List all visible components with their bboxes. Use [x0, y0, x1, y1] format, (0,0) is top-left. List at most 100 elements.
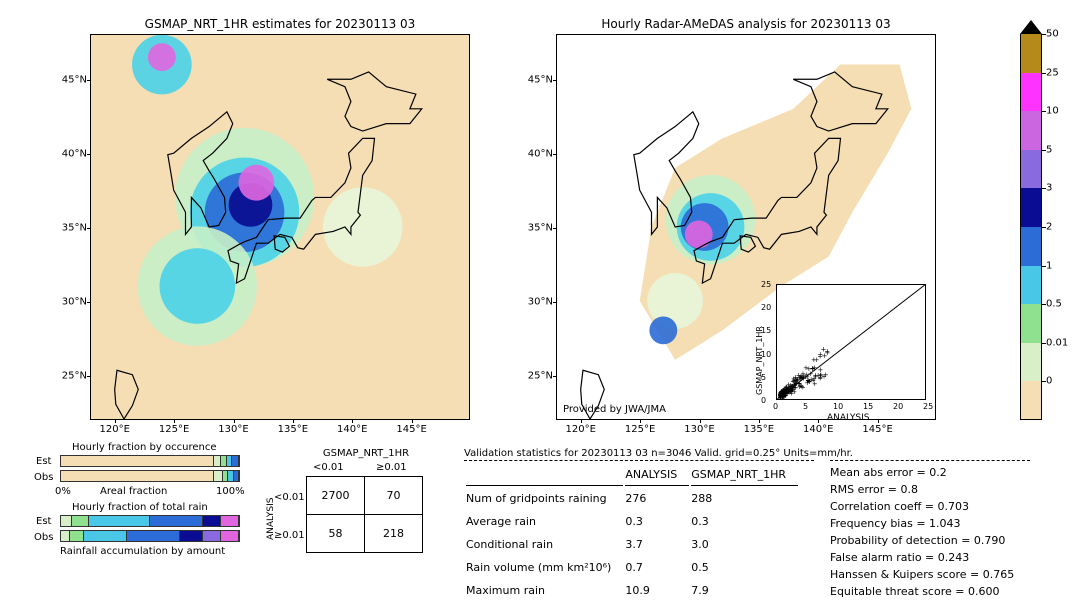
cont-col-header: GSMAP_NRT_1HR — [306, 448, 426, 459]
inset-scatter-panel: ++++++++++++++++++++++++++++++++++++++++… — [776, 284, 926, 400]
val-row-b: 0.5 — [691, 557, 798, 578]
metrics-rule — [830, 460, 1030, 461]
val-row-label: Maximum rain — [466, 580, 623, 601]
cont-cell-01: 70 — [365, 477, 423, 515]
ytick-label: 25°N — [55, 371, 87, 382]
colorbar-tick: 0.01 — [1046, 337, 1068, 348]
left-map-title: GSMAP_NRT_1HR estimates for 20230113 03 — [91, 17, 469, 31]
tr-row-obs: Obs — [34, 532, 53, 543]
occurrence-title: Hourly fraction by occurence — [72, 442, 216, 453]
xtick-label: 140°E — [337, 424, 367, 435]
val-hdr-a: ANALYSIS — [625, 464, 689, 486]
colorbar-tick: 3 — [1046, 183, 1052, 194]
xtick-label: 145°E — [862, 424, 892, 435]
ytick-label: 35°N — [55, 223, 87, 234]
svg-text:+: + — [817, 375, 823, 383]
cont-cell-10: 58 — [307, 515, 365, 553]
ytick-label: 30°N — [521, 297, 553, 308]
svg-text:+: + — [824, 349, 830, 357]
svg-text:+: + — [809, 365, 815, 373]
totalrain-title: Hourly fraction of total rain — [72, 502, 208, 513]
metric-row: RMS error = 0.8 — [830, 481, 1014, 498]
svg-text:+: + — [784, 390, 790, 398]
colorbar-tick: 0.5 — [1046, 299, 1062, 310]
xtick-label: 120°E — [100, 424, 130, 435]
inset-scatter-svg: ++++++++++++++++++++++++++++++++++++++++… — [777, 285, 925, 399]
val-row-a: 0.3 — [625, 511, 689, 532]
xtick-label: 130°E — [684, 424, 714, 435]
validation-table: ANALYSIS GSMAP_NRT_1HR Num of gridpoints… — [464, 462, 800, 603]
ytick-label: 45°N — [55, 74, 87, 85]
colorbar-tick: 0 — [1046, 376, 1052, 387]
svg-text:+: + — [810, 377, 816, 385]
occ-axis-label: Areal fraction — [100, 486, 167, 497]
totalrain-bar-est — [60, 515, 240, 527]
left-map-panel: GSMAP_NRT_1HR estimates for 20230113 03 … — [90, 34, 470, 420]
right-map-title: Hourly Radar-AMeDAS analysis for 2023011… — [557, 17, 935, 31]
validation-title: Validation statistics for 20230113 03 n=… — [464, 448, 853, 459]
svg-text:+: + — [814, 356, 820, 364]
metric-row: Correlation coeff = 0.703 — [830, 498, 1014, 515]
metric-row: Equitable threat score = 0.600 — [830, 583, 1014, 600]
cont-cell-11: 218 — [365, 515, 423, 553]
metric-row: False alarm ratio = 0.243 — [830, 549, 1014, 566]
val-row-label: Rain volume (mm km²10⁶) — [466, 557, 623, 578]
svg-text:+: + — [777, 393, 783, 399]
colorbar-tick: 50 — [1046, 29, 1059, 40]
val-row-b: 3.0 — [691, 534, 798, 555]
colorbar: 50251053210.50.010 — [1020, 34, 1042, 420]
val-row-a: 3.7 — [625, 534, 689, 555]
svg-text:+: + — [805, 377, 811, 385]
tr-footer: Rainfall accumulation by amount — [60, 546, 225, 557]
provided-by-label: Provided by JWA/JMA — [563, 404, 666, 415]
inset-ylabel: GSMAP_NRT_1HR — [755, 326, 764, 395]
val-row-a: 0.7 — [625, 557, 689, 578]
cont-col1: ≥0.01 — [376, 462, 407, 473]
metric-row: Hanssen & Kuipers score = 0.765 — [830, 566, 1014, 583]
svg-text:+: + — [797, 374, 803, 382]
occ-tick-1: 100% — [216, 486, 245, 497]
tr-row-est: Est — [36, 516, 51, 527]
colorbar-tick: 2 — [1046, 222, 1052, 233]
val-row-b: 7.9 — [691, 580, 798, 601]
occ-tick-0: 0% — [55, 486, 71, 497]
ytick-label: 30°N — [55, 297, 87, 308]
inset-xlabel: ANALYSIS — [827, 413, 869, 423]
xtick-label: 140°E — [803, 424, 833, 435]
val-hdr-b: GSMAP_NRT_1HR — [691, 464, 798, 486]
contingency-table: 2700 70 58 218 — [306, 476, 423, 553]
metric-row: Frequency bias = 1.043 — [830, 515, 1014, 532]
cont-row1: ≥0.01 — [274, 530, 305, 541]
val-hdr-blank — [466, 464, 623, 486]
xtick-label: 125°E — [159, 424, 189, 435]
xtick-label: 145°E — [396, 424, 426, 435]
ytick-label: 45°N — [521, 74, 553, 85]
xtick-label: 135°E — [278, 424, 308, 435]
xtick-label: 125°E — [625, 424, 655, 435]
validation-rule — [464, 460, 814, 461]
val-row-a: 10.9 — [625, 580, 689, 601]
val-row-a: 276 — [625, 488, 689, 509]
xtick-label: 120°E — [566, 424, 596, 435]
occurrence-bar-est — [60, 455, 240, 467]
colorbar-tick: 5 — [1046, 144, 1052, 155]
ytick-label: 25°N — [521, 371, 553, 382]
occurrence-bar-obs — [60, 470, 240, 482]
metric-row: Probability of detection = 0.790 — [830, 532, 1014, 549]
occ-row-obs: Obs — [34, 472, 53, 483]
colorbar-tick: 1 — [1046, 260, 1052, 271]
xtick-label: 130°E — [218, 424, 248, 435]
val-row-label: Average rain — [466, 511, 623, 532]
ytick-label: 40°N — [55, 148, 87, 159]
metrics-list: Mean abs error = 0.2RMS error = 0.8Corre… — [830, 464, 1014, 600]
cont-cell-00: 2700 — [307, 477, 365, 515]
cont-col0: <0.01 — [313, 462, 344, 473]
occ-row-est: Est — [36, 456, 51, 467]
ytick-label: 40°N — [521, 148, 553, 159]
cont-row0: <0.01 — [274, 492, 305, 503]
ytick-label: 35°N — [521, 223, 553, 234]
val-row-label: Conditional rain — [466, 534, 623, 555]
val-row-label: Num of gridpoints raining — [466, 488, 623, 509]
val-row-b: 288 — [691, 488, 798, 509]
totalrain-bar-obs — [60, 530, 240, 542]
